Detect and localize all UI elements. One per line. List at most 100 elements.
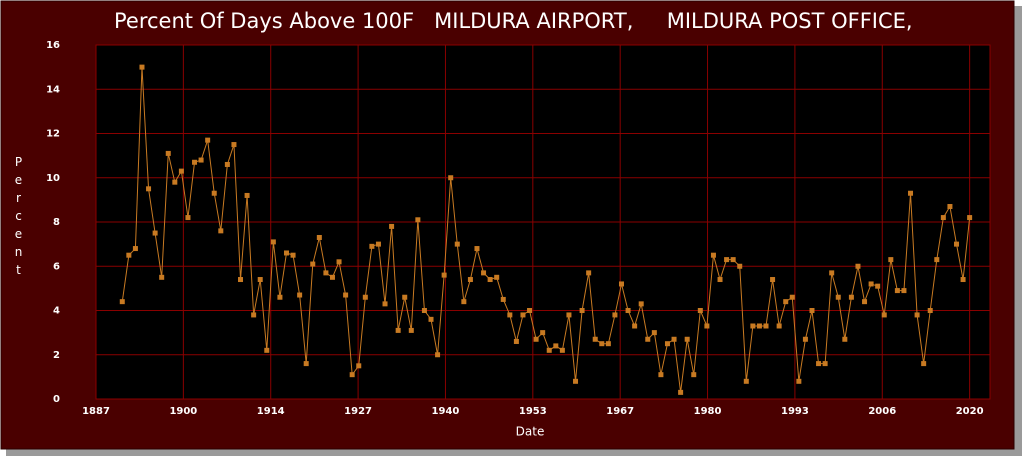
data-point [862, 299, 868, 305]
data-point [500, 296, 506, 302]
data-point [119, 299, 125, 305]
data-point [914, 312, 920, 318]
data-point [934, 257, 940, 263]
y-tick-label: 0 [53, 394, 60, 405]
data-point [356, 363, 362, 369]
data-point [940, 215, 946, 221]
data-point [710, 252, 716, 258]
data-point [618, 281, 624, 287]
data-point [389, 223, 395, 229]
data-point [730, 257, 736, 263]
data-point [303, 361, 309, 367]
data-point [277, 294, 283, 300]
chart-title: Percent Of Days Above 100F MILDURA AIRPO… [114, 9, 913, 33]
data-point [139, 64, 145, 70]
x-tick-label: 1980 [694, 406, 722, 417]
data-point [901, 288, 907, 294]
data-point [829, 270, 835, 276]
data-point [783, 299, 789, 305]
y-tick-label: 2 [53, 350, 60, 361]
x-tick-label: 1914 [257, 406, 285, 417]
data-point [770, 277, 776, 283]
data-point [822, 361, 828, 367]
data-point [678, 389, 684, 395]
data-point [382, 301, 388, 307]
data-point [329, 274, 335, 280]
data-point [717, 277, 723, 283]
data-point [402, 294, 408, 300]
data-point [435, 352, 441, 358]
data-point [967, 215, 973, 221]
data-point [658, 372, 664, 378]
data-point [921, 361, 927, 367]
data-point [638, 301, 644, 307]
x-tick-label: 1927 [344, 406, 372, 417]
data-point [520, 312, 526, 318]
data-point [454, 241, 460, 247]
data-point [224, 161, 230, 167]
data-point [198, 157, 204, 163]
data-point [349, 372, 355, 378]
data-point [448, 175, 454, 181]
y-tick-label: 12 [46, 129, 60, 140]
data-point [750, 323, 756, 329]
data-point [343, 292, 349, 298]
data-point [146, 186, 152, 192]
data-point [553, 343, 559, 349]
data-point [375, 241, 381, 247]
data-point [540, 330, 546, 336]
data-point [362, 294, 368, 300]
data-point [369, 243, 375, 249]
data-point [218, 228, 224, 234]
data-point [684, 336, 690, 342]
data-point [441, 272, 447, 278]
data-point [507, 312, 513, 318]
data-point [513, 338, 519, 344]
data-point [737, 263, 743, 269]
data-point [953, 241, 959, 247]
data-point [947, 204, 953, 210]
data-point [185, 215, 191, 221]
data-point [632, 323, 638, 329]
y-tick-label: 6 [53, 261, 60, 272]
data-point [336, 259, 342, 265]
y-tick-label: 10 [46, 173, 60, 184]
data-point [894, 288, 900, 294]
data-point [763, 323, 769, 329]
data-point [323, 270, 329, 276]
data-point [152, 230, 158, 236]
plot-border [95, 44, 991, 400]
data-point [408, 327, 414, 333]
data-point [310, 261, 316, 267]
data-point [283, 250, 289, 256]
x-tick-label: 2006 [868, 406, 896, 417]
data-point [704, 323, 710, 329]
y-tick-label: 4 [53, 306, 60, 317]
data-point [816, 361, 822, 367]
data-point [297, 292, 303, 298]
data-point [415, 217, 421, 223]
x-tick-label: 1967 [606, 406, 634, 417]
y-tick-label: 16 [46, 40, 60, 51]
x-tick-label: 1953 [519, 406, 547, 417]
data-point [481, 270, 487, 276]
data-point [645, 336, 651, 342]
data-point [599, 341, 605, 347]
data-point [881, 312, 887, 318]
data-point [697, 308, 703, 313]
data-point [126, 252, 132, 258]
data-point [802, 336, 808, 342]
data-point [559, 347, 565, 353]
data-point [605, 341, 611, 347]
data-point [586, 270, 592, 276]
data-point [835, 294, 841, 300]
data-point [868, 281, 874, 287]
data-point [908, 190, 914, 196]
data-point [691, 372, 697, 378]
data-point [573, 378, 579, 384]
y-tick-label: 14 [46, 84, 60, 95]
data-point [724, 257, 730, 263]
data-point [270, 239, 276, 245]
x-tick-label: 1900 [169, 406, 197, 417]
